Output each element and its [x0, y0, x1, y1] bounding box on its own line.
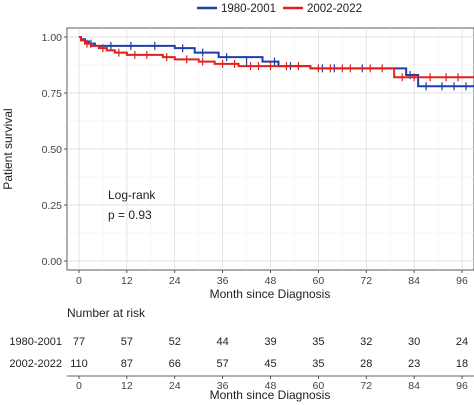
- risk-x-tick-label-3: 36: [217, 380, 229, 392]
- survival-plot: 0.00 0.25 0.50 0.75 1.00 0 12 24 36 48 60 72 84 96 L…: [1, 27, 474, 301]
- risk-value-2002-2022-12: 87: [121, 358, 133, 370]
- y-tick-label-0: 0.00: [42, 256, 63, 268]
- legend-label-1980-2001: 1980-2001: [221, 3, 276, 15]
- y-tick-label-1: 0.25: [42, 200, 63, 212]
- logrank-p-value: p = 0.93: [108, 208, 152, 222]
- risk-table-values: 77 57 52 44 39 35 32 30 24 110 87 66 57 45 35 28 23 18: [70, 336, 468, 370]
- risk-x-tick-label-0: 0: [76, 380, 82, 392]
- legend-label-2002-2022: 2002-2022: [307, 3, 362, 15]
- x-tick-label-1: 12: [121, 275, 133, 287]
- risk-x-tick-label-1: 12: [121, 380, 133, 392]
- x-tick-label-8: 96: [456, 275, 468, 287]
- x-tick-label-5: 60: [313, 275, 325, 287]
- risk-value-1980-2001-60: 35: [312, 336, 324, 348]
- risk-value-1980-2001-72: 32: [360, 336, 372, 348]
- x-tick-label-0: 0: [76, 275, 82, 287]
- survival-curves: [78, 35, 474, 91]
- risk-value-2002-2022-24: 66: [169, 358, 181, 370]
- y-tick-label-3: 0.75: [42, 88, 63, 100]
- risk-value-1980-2001-48: 39: [264, 336, 276, 348]
- risk-row-label-2002-2022: 2002-2022: [9, 358, 62, 370]
- risk-table: Number at risk 1980-2001 2002-2022 77 57 5…: [9, 306, 474, 402]
- risk-x-tick-label-2: 24: [169, 380, 181, 392]
- risk-x-tick-label-4: 48: [265, 380, 277, 392]
- y-axis-ticks: 0.00 0.25 0.50 0.75 1.00: [42, 32, 67, 268]
- risk-value-1980-2001-36: 44: [216, 336, 228, 348]
- risk-value-1980-2001-96: 24: [456, 336, 468, 348]
- logrank-label: Log-rank: [108, 188, 156, 202]
- y-axis-title: Patient survival: [1, 108, 15, 189]
- risk-value-2002-2022-96: 18: [456, 358, 468, 370]
- risk-value-1980-2001-24: 52: [169, 336, 181, 348]
- risk-value-1980-2001-12: 57: [121, 336, 133, 348]
- x-axis-title: Month since Diagnosis: [210, 287, 331, 301]
- risk-value-2002-2022-0: 110: [70, 358, 88, 370]
- risk-table-title: Number at risk: [67, 306, 146, 320]
- risk-value-2002-2022-36: 57: [216, 358, 228, 370]
- risk-value-2002-2022-72: 28: [360, 358, 372, 370]
- risk-value-2002-2022-48: 45: [264, 358, 276, 370]
- legend: 1980-2001 2002-2022: [197, 3, 362, 15]
- y-tick-label-2: 0.50: [42, 144, 63, 156]
- risk-value-2002-2022-60: 35: [312, 358, 324, 370]
- risk-table-x-title: Month since Diagnosis: [210, 388, 331, 402]
- risk-x-tick-label-5: 60: [313, 380, 325, 392]
- risk-table-axis: 0 12 24 36 48 60 72 84 96: [67, 375, 474, 392]
- x-axis-ticks: 0 12 24 36 48 60 72 84 96: [76, 270, 468, 287]
- risk-x-tick-label-8: 96: [456, 380, 468, 392]
- risk-value-2002-2022-84: 23: [408, 358, 420, 370]
- risk-value-1980-2001-0: 77: [73, 336, 85, 348]
- risk-row-label-1980-2001: 1980-2001: [9, 336, 62, 348]
- x-tick-label-6: 72: [360, 275, 372, 287]
- x-tick-label-4: 48: [265, 275, 277, 287]
- risk-x-tick-label-7: 84: [408, 380, 420, 392]
- risk-value-1980-2001-84: 30: [408, 336, 420, 348]
- y-tick-label-4: 1.00: [42, 32, 63, 44]
- x-tick-label-2: 24: [169, 275, 181, 287]
- x-tick-label-7: 84: [408, 275, 420, 287]
- x-tick-label-3: 36: [217, 275, 229, 287]
- risk-x-tick-label-6: 72: [360, 380, 372, 392]
